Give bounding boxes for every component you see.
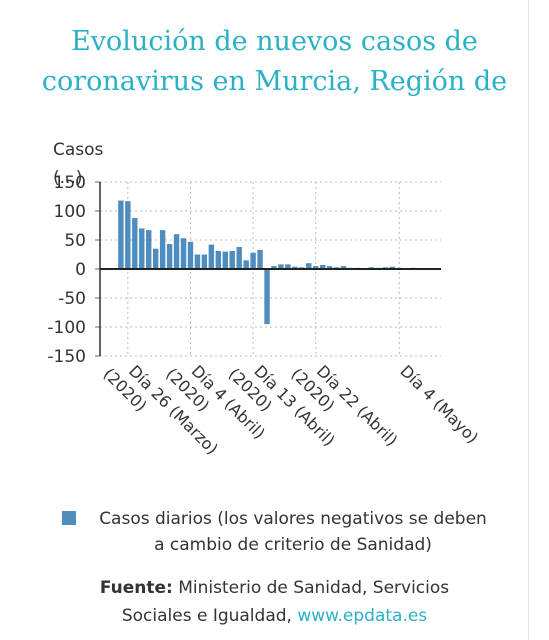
x-tick-label: Día 4 (Mayo) (396, 361, 482, 447)
y-tick-label: 150 (54, 173, 86, 193)
bar (250, 252, 256, 269)
legend: Casos diarios (los valores negativos se … (62, 506, 502, 558)
bar (278, 264, 284, 269)
legend-swatch (62, 511, 76, 525)
bar (229, 251, 235, 269)
bar (389, 266, 395, 269)
y-tick-label: -150 (47, 347, 86, 367)
bar (292, 266, 298, 269)
y-tick-label: 0 (75, 260, 86, 280)
y-axis-label: Casos (...) (53, 140, 104, 188)
bar (152, 248, 159, 269)
bar (326, 266, 333, 269)
y-tick-label: -50 (58, 289, 86, 309)
bar (166, 244, 173, 269)
bar (173, 234, 180, 269)
y-tick-labels: 150 100 50 0 -50 -100 -150 (47, 173, 86, 367)
bar (319, 264, 326, 269)
source-label: Fuente: (99, 578, 173, 598)
bar (194, 254, 201, 269)
bar (215, 251, 222, 269)
bar (201, 254, 208, 269)
bar (139, 228, 145, 269)
chart-plot: 150 100 50 0 -50 -100 -150 Día 26 (Marzo)(2020… (47, 173, 483, 458)
bar (340, 266, 347, 269)
bar (208, 244, 215, 269)
chart-title: Evolución de nuevos casos de coronavirus… (41, 26, 508, 97)
y-tick-label: 100 (54, 202, 86, 222)
bar (132, 217, 138, 269)
axes-layer (95, 181, 441, 357)
bar (271, 266, 277, 269)
bar (236, 246, 242, 269)
bar (187, 241, 194, 269)
frame-border (528, 0, 529, 640)
legend-label: Casos diarios (los valores negativos se … (99, 509, 487, 555)
bar (243, 260, 249, 269)
y-tick-label: 50 (64, 231, 86, 251)
bar (306, 263, 312, 269)
x-tick-labels: Día 26 (Marzo)(2020) Día 4 (Abril)(2020) D… (100, 361, 483, 458)
source-text: Ministerio de Sanidad, Servicios Sociale… (121, 578, 450, 626)
bar (285, 264, 291, 269)
bar (222, 251, 228, 269)
bar (264, 269, 270, 325)
bar (313, 266, 319, 269)
bars-layer (118, 200, 423, 325)
bar (159, 230, 166, 269)
bar (257, 249, 263, 269)
source-note: Fuente: Ministerio de Sanidad, Servicios… (0, 574, 549, 630)
bar (146, 230, 152, 269)
source-link[interactable]: www.epdata.es (297, 606, 428, 626)
bar (180, 238, 187, 269)
bar (125, 201, 131, 269)
bar (118, 200, 124, 269)
y-tick-label: -100 (47, 318, 86, 338)
